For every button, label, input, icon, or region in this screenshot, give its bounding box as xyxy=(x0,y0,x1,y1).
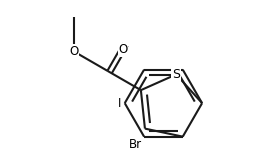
Text: Br: Br xyxy=(129,138,142,151)
Text: S: S xyxy=(172,68,180,81)
Text: O: O xyxy=(119,43,128,56)
Text: O: O xyxy=(69,45,79,58)
Text: I: I xyxy=(118,97,122,110)
